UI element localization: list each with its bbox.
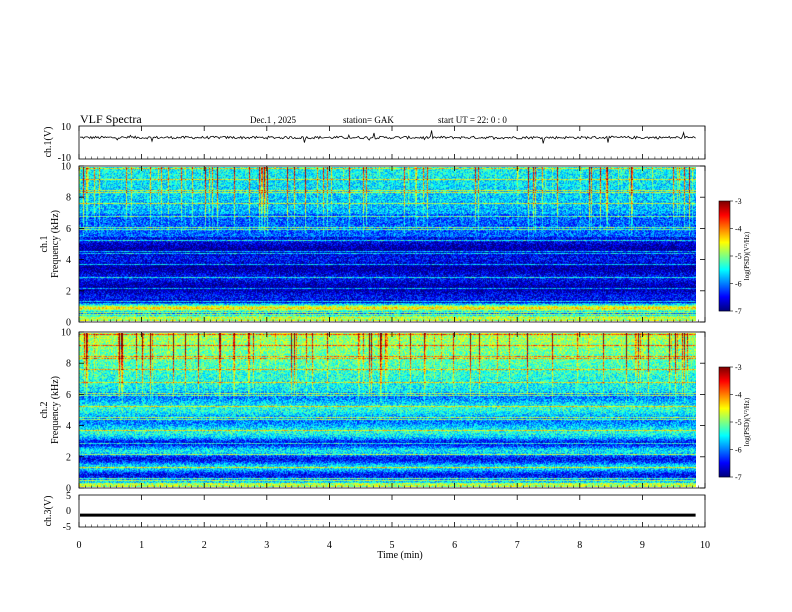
- colorbar-tick-label: -4: [735, 225, 742, 234]
- spectrogram-ytick-label: 10: [61, 162, 71, 173]
- time-tick-label: 6: [452, 540, 457, 551]
- colorbar-tick-label: -6: [735, 280, 742, 289]
- time-tick-label: 3: [264, 540, 269, 551]
- start-ut-label: start UT = 22: 0 : 0: [438, 115, 507, 125]
- colorbar-tick-label: -3: [735, 363, 742, 372]
- colorbar-tick-label: -5: [735, 252, 742, 261]
- spectrogram-ytick-label: 10: [61, 328, 71, 339]
- ch1-waveform-panel: 10 -10 ch.1(V): [43, 122, 706, 164]
- spectrogram-ytick-label: 0: [66, 318, 71, 329]
- colorbar-tick-label: -4: [735, 391, 742, 400]
- spectrogram-ytick-label: 8: [66, 193, 71, 204]
- ch2-spectrogram-ylabel-channel: ch.2: [39, 402, 50, 419]
- time-tick-label: 8: [577, 540, 582, 551]
- spectrogram-ytick-label: 8: [66, 359, 71, 370]
- ch2-colorbar: -3 -4 -5 -6 -7 log(PSD)(V²/Hz): [718, 363, 751, 482]
- colorbar-tick-label: -7: [735, 307, 742, 316]
- spectrogram-ytick-label: 4: [66, 255, 71, 266]
- time-axis: 0 1 2 3 4 5 6 7 8 9 10: [77, 126, 710, 551]
- ch1-spectrogram-image: [79, 167, 696, 321]
- time-tick-label: 2: [202, 540, 207, 551]
- ch2-spectrogram-panel: 10 8 6 4 2 0 ch.2 Frequency (kHz) -3 -4 -5 -6 -7 l…: [39, 328, 751, 495]
- ch1-ytick-top: 10: [61, 122, 71, 133]
- figure-title: VLF Spectra: [80, 112, 142, 126]
- ch1-spectrogram-panel: 10 8 6 4 2 0 ch.1 Frequency (kHz) -3 -4 -5 -6 -7 l…: [39, 162, 751, 329]
- colorbar-label: log(PSD)(V²/Hz): [743, 397, 751, 446]
- date-label: Dec.1 , 2025: [250, 115, 296, 125]
- time-axis-label: Time (min): [377, 550, 422, 561]
- spectrogram-ytick-label: 2: [66, 286, 71, 297]
- time-tick-label: 5: [390, 540, 395, 551]
- colorbar-label: log(PSD)(V²/Hz): [743, 231, 751, 280]
- ch3-ytick-mid: 0: [66, 506, 71, 517]
- station-label: station= GAK: [343, 115, 394, 125]
- spectrogram-ytick-label: 6: [66, 224, 71, 235]
- ch3-ytick-bottom: -5: [63, 522, 71, 533]
- ch1-ytick-bottom: -10: [58, 153, 71, 164]
- time-tick-label: 9: [640, 540, 645, 551]
- ch3-ytick-top: 5: [66, 491, 71, 502]
- ch3-waveform-panel: 5 0 -5 ch.3(V): [43, 491, 706, 533]
- colorbar-tick-label: -3: [735, 197, 742, 206]
- time-tick-label: 0: [77, 540, 82, 551]
- ch1-waveform-ylabel: ch.1(V): [43, 127, 54, 158]
- colorbar-tick-label: -7: [735, 473, 742, 482]
- time-tick-label: 4: [327, 540, 332, 551]
- colorbar-tick-label: -6: [735, 446, 742, 455]
- spectrogram-ytick-label: 2: [66, 452, 71, 463]
- ch3-waveform-ylabel: ch.3(V): [43, 496, 54, 527]
- ch1-spectrogram-ylabel-freq: Frequency (kHz): [50, 210, 61, 278]
- time-tick-label: 10: [700, 540, 710, 551]
- time-tick-label: 1: [139, 540, 144, 551]
- ch2-spectrogram-image: [79, 333, 696, 487]
- spectrogram-ytick-label: 4: [66, 421, 71, 432]
- ch1-waveform-line: [79, 130, 696, 144]
- ch1-spectrogram-ylabel-channel: ch.1: [39, 236, 50, 253]
- ch1-colorbar: -3 -4 -5 -6 -7 log(PSD)(V²/Hz): [718, 197, 751, 316]
- colorbar-tick-label: -5: [735, 418, 742, 427]
- spectrogram-ytick-label: 6: [66, 390, 71, 401]
- spectrogram-ytick-label: 0: [66, 484, 71, 495]
- time-tick-label: 7: [515, 540, 520, 551]
- ch2-spectrogram-ylabel-freq: Frequency (kHz): [50, 376, 61, 444]
